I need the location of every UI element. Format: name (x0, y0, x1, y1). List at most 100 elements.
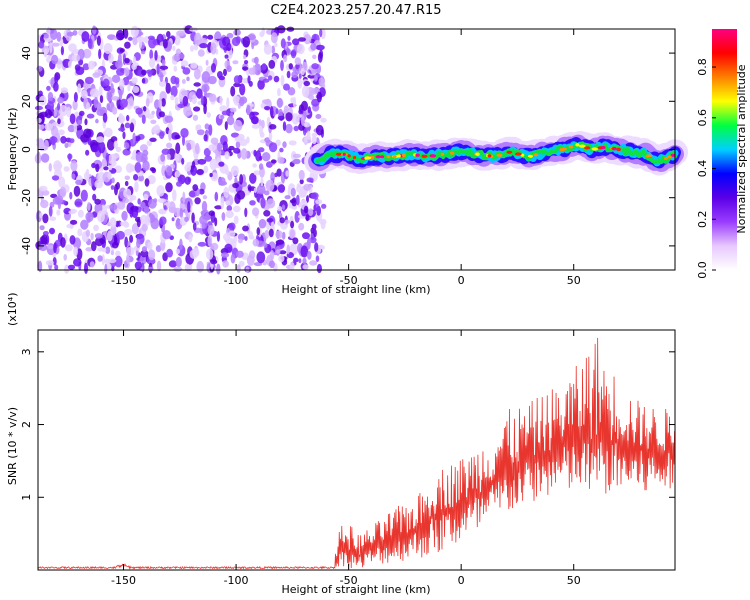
noise-blob (69, 113, 76, 125)
noise-blob (73, 123, 78, 133)
noise-blob (172, 45, 176, 51)
noise-blob (233, 82, 241, 88)
noise-blob (317, 52, 323, 63)
noise-blob (39, 95, 47, 106)
noise-blob (92, 193, 97, 201)
noise-blob (134, 181, 139, 193)
noise-blob (116, 230, 125, 240)
noise-blob (141, 114, 146, 125)
noise-blob (302, 257, 307, 265)
noise-blob (101, 158, 107, 168)
noise-blob (132, 35, 138, 46)
noise-blob (230, 165, 239, 177)
noise-blob (252, 65, 256, 76)
noise-blob (244, 60, 249, 65)
noise-blob (198, 188, 205, 195)
noise-blob (73, 246, 78, 257)
noise-blob (85, 211, 94, 222)
noise-blob (230, 86, 236, 97)
noise-blob (263, 210, 271, 217)
noise-blob (186, 76, 190, 82)
noise-blob (190, 62, 198, 69)
noise-blob (196, 124, 202, 130)
noise-blob (208, 210, 215, 216)
noise-blob (34, 105, 44, 111)
noise-blob (151, 110, 155, 115)
noise-blob (196, 129, 205, 136)
noise-blob (42, 213, 49, 224)
noise-blob (60, 87, 68, 94)
y-tick-label: 0 (20, 146, 33, 153)
noise-blob (50, 193, 58, 199)
noise-blob (292, 153, 301, 159)
noise-blob (223, 186, 230, 199)
noise-blob (311, 135, 317, 145)
noise-blob (46, 244, 55, 249)
noise-blob (158, 111, 165, 118)
noise-blob (127, 84, 131, 92)
noise-blob (159, 71, 164, 83)
noise-blob (209, 172, 213, 178)
noise-blob (285, 170, 290, 177)
noise-blob (247, 75, 251, 84)
noise-blob (115, 182, 120, 190)
noise-blob (306, 177, 314, 183)
colorbar-ticks: 0.0 0.2 0.4 0.6 0.8 (696, 58, 716, 279)
noise-blob (46, 101, 55, 110)
noise-blob (251, 41, 255, 50)
ridge-peak (347, 154, 351, 158)
noise-blob (57, 118, 61, 125)
noise-blob (107, 171, 112, 180)
noise-blob (77, 83, 82, 94)
noise-blob (208, 144, 217, 152)
noise-blob (230, 132, 240, 138)
noise-blob (303, 122, 311, 128)
ridge-peak (342, 152, 346, 156)
noise-blob (197, 241, 207, 247)
noise-blob (295, 194, 300, 206)
noise-blob (280, 38, 286, 49)
noise-blob (149, 49, 154, 60)
noise-blob (223, 233, 231, 242)
snr-multiplier-label: (x10⁴) (6, 293, 19, 327)
noise-blob (85, 247, 93, 252)
noise-blob (287, 35, 291, 41)
ridge-peak (375, 155, 382, 159)
noise-blob (106, 230, 113, 242)
noise-blob (141, 69, 147, 76)
noise-blob (142, 160, 150, 171)
noise-blob (303, 136, 308, 145)
noise-blob (225, 200, 230, 206)
ridge-peak (533, 153, 539, 157)
noise-blob (103, 166, 109, 171)
noise-blob (150, 119, 157, 125)
noise-blob (318, 77, 325, 86)
noise-blob (263, 242, 268, 248)
noise-blob (320, 117, 327, 123)
noise-blob (158, 208, 164, 214)
noise-blob (275, 239, 285, 245)
noise-blob (128, 196, 133, 203)
snr-frame (37, 329, 676, 571)
noise-blob (57, 96, 64, 104)
noise-blob (315, 44, 325, 51)
noise-blob (148, 58, 156, 68)
noise-blob (243, 54, 247, 60)
noise-blob (166, 165, 173, 176)
noise-blob (139, 255, 147, 265)
noise-blob (51, 126, 59, 137)
noise-blob (91, 25, 97, 35)
noise-blob (253, 63, 262, 76)
noise-blob (173, 266, 183, 272)
noise-blob (140, 50, 146, 55)
noise-blob (39, 225, 45, 231)
noise-blob (184, 216, 189, 222)
noise-blob (168, 129, 172, 141)
noise-blob (52, 257, 57, 266)
noise-blob (41, 234, 48, 246)
noise-blob (166, 142, 173, 149)
ridge-peak (396, 154, 401, 158)
noise-blob (118, 127, 126, 132)
noise-blob (111, 74, 121, 84)
noise-blob (306, 130, 311, 140)
